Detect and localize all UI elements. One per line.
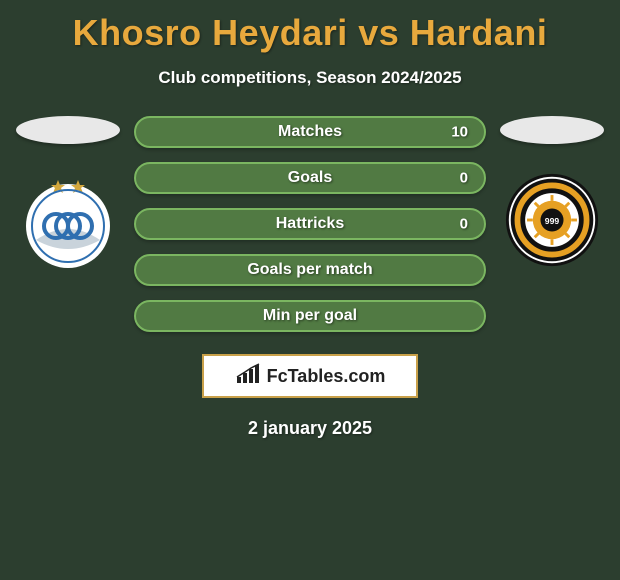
stat-label: Matches bbox=[278, 123, 342, 141]
footer-date: 2 january 2025 bbox=[0, 418, 620, 439]
page-title: Khosro Heydari vs Hardani bbox=[0, 0, 620, 54]
stat-value-right: 0 bbox=[460, 216, 468, 233]
bars-icon bbox=[235, 363, 261, 390]
left-player-ellipse bbox=[16, 116, 120, 144]
stat-pill-matches: Matches 10 bbox=[134, 116, 486, 148]
brand-box: FcTables.com bbox=[202, 354, 418, 398]
stat-label: Hattricks bbox=[276, 215, 344, 233]
stat-label: Goals per match bbox=[247, 261, 372, 279]
brand-text: FcTables.com bbox=[267, 366, 386, 387]
comparison-row: Matches 10 Goals 0 Hattricks 0 Goals per… bbox=[0, 116, 620, 332]
stat-pill-mpg: Min per goal bbox=[134, 300, 486, 332]
page-subtitle: Club competitions, Season 2024/2025 bbox=[0, 68, 620, 88]
stat-label: Goals bbox=[288, 169, 332, 187]
stat-pill-goals: Goals 0 bbox=[134, 162, 486, 194]
stat-value-right: 10 bbox=[451, 124, 468, 141]
left-club-crest bbox=[18, 170, 118, 270]
stat-value-right: 0 bbox=[460, 170, 468, 187]
stat-label: Min per goal bbox=[263, 307, 357, 325]
stat-pill-gpm: Goals per match bbox=[134, 254, 486, 286]
left-player-column bbox=[8, 116, 128, 270]
right-player-column: 999 bbox=[492, 116, 612, 270]
stat-pill-hattricks: Hattricks 0 bbox=[134, 208, 486, 240]
right-club-crest: 999 bbox=[502, 170, 602, 270]
svg-text:999: 999 bbox=[545, 216, 560, 226]
stats-column: Matches 10 Goals 0 Hattricks 0 Goals per… bbox=[128, 116, 492, 332]
right-player-ellipse bbox=[500, 116, 604, 144]
